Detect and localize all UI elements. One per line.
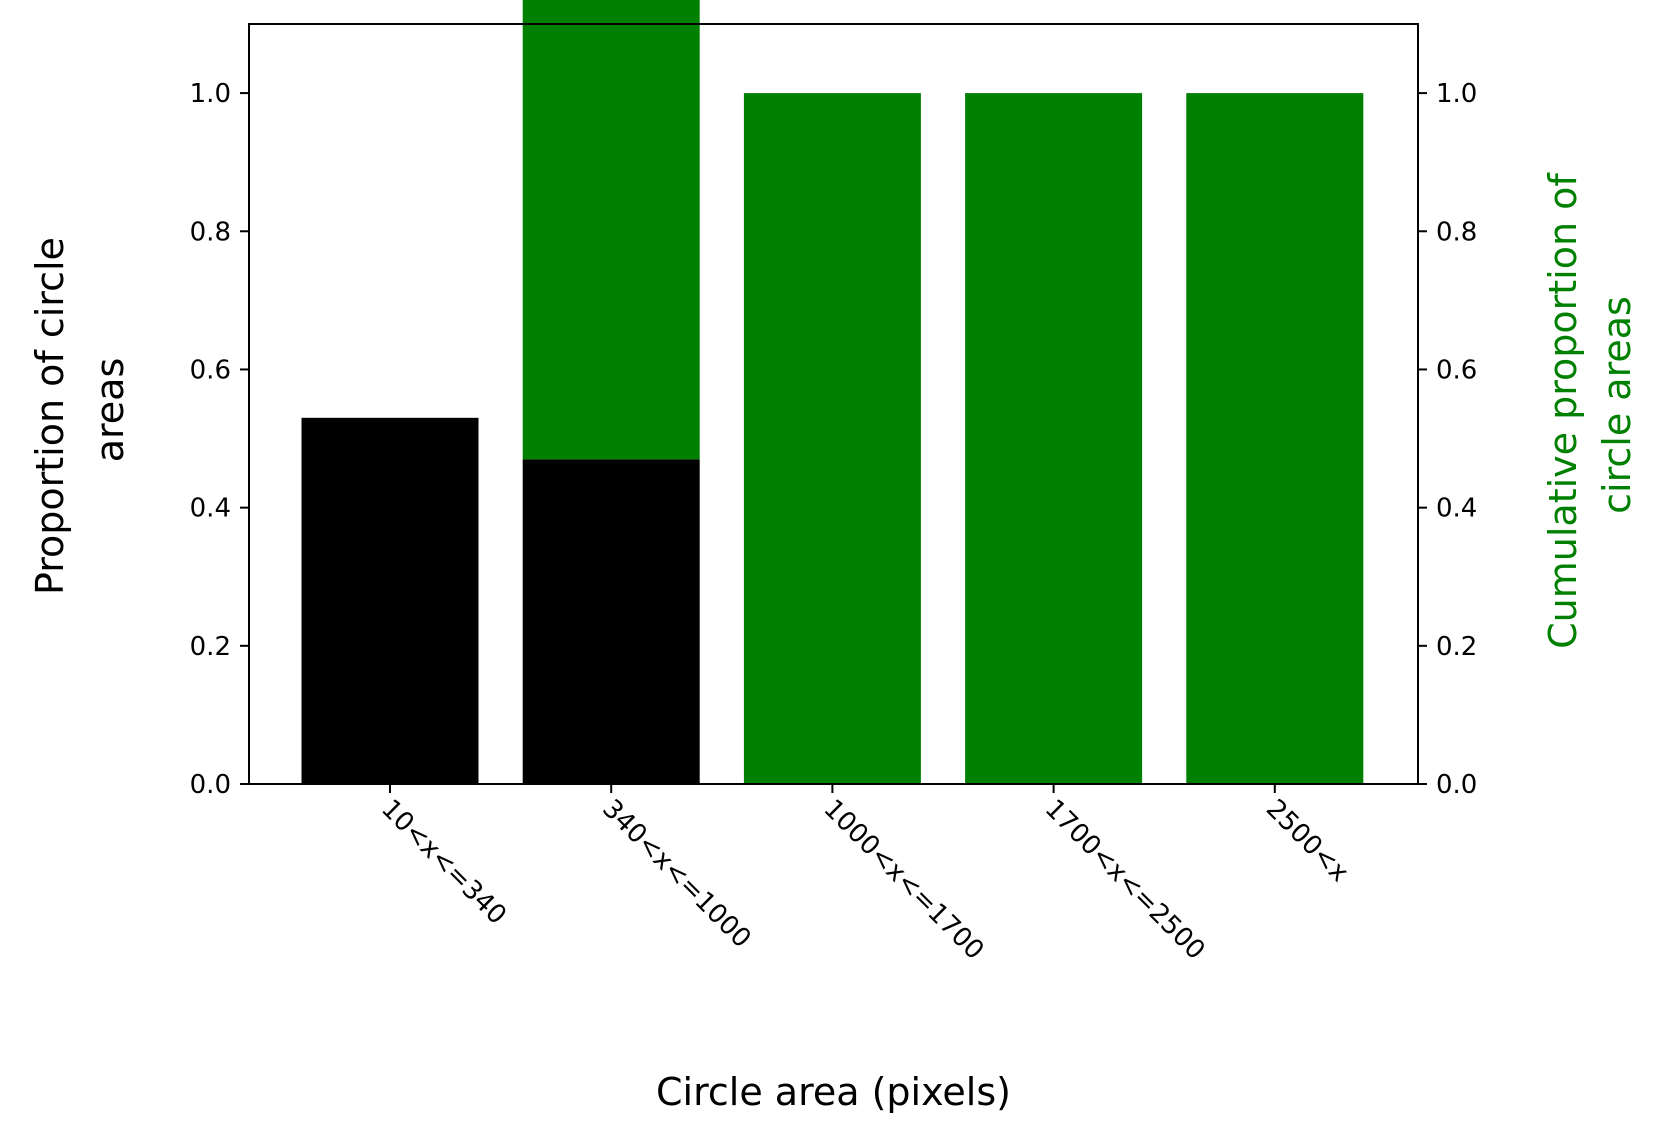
left-y-tick-label: 0.4	[190, 494, 231, 524]
right-y-tick-label: 0.6	[1436, 355, 1477, 385]
left-y-tick-label: 0.6	[190, 355, 231, 385]
right-y-tick-label: 1.0	[1436, 79, 1477, 109]
right-y-axis-ticks: 0.0 0.2 0.4 0.6 0.8 1.0	[1418, 79, 1477, 800]
x-axis-title: Circle area (pixels)	[656, 1070, 1011, 1114]
left-y-axis-title-line: Proportion of circle	[28, 237, 72, 595]
right-y-tick-label: 0.4	[1436, 494, 1477, 524]
left-y-tick-label: 0.0	[190, 770, 231, 800]
bar-cumulative-proportion	[743, 93, 921, 784]
right-y-tick-label: 0.8	[1436, 217, 1477, 247]
left-y-axis-title-line: areas	[88, 358, 132, 463]
right-y-tick-label: 0.0	[1436, 770, 1477, 800]
left-y-tick-label: 0.2	[190, 632, 231, 662]
right-y-axis-title-line: circle areas	[1595, 296, 1639, 514]
bar-proportion	[301, 417, 479, 784]
bars	[301, 0, 1364, 784]
right-y-axis-title: Cumulative proportion of circle areas	[1541, 161, 1639, 649]
plot-frame	[248, 23, 1419, 785]
bar-cumulative-proportion	[965, 93, 1143, 784]
right-y-axis-title-line: Cumulative proportion of	[1541, 172, 1585, 649]
left-y-tick-label: 0.8	[190, 217, 231, 247]
bar-proportion	[522, 459, 700, 784]
bar-cumulative-proportion	[522, 0, 700, 460]
left-y-axis-ticks: 0.0 0.2 0.4 0.6 0.8 1.0	[190, 79, 249, 800]
left-y-axis-title: Proportion of circle areas	[28, 225, 132, 595]
right-y-tick-label: 0.2	[1436, 632, 1477, 662]
left-y-tick-label: 1.0	[190, 79, 231, 109]
bar-cumulative-proportion	[1186, 93, 1364, 784]
